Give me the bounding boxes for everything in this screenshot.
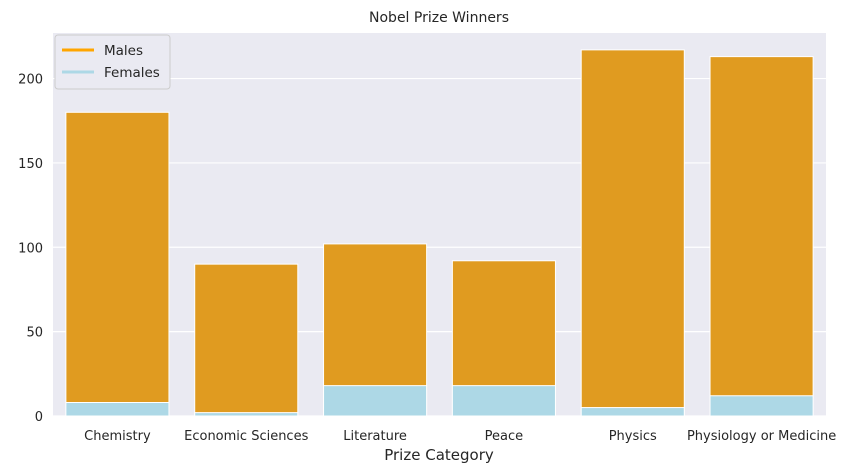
bar-females-1 [194,412,299,417]
y-tick-label: 50 [26,326,43,341]
x-tick-labels: Chemistry Economic Sciences Literature Peac… [84,429,836,444]
bar-females-0 [65,402,170,417]
bar-females-2 [323,385,428,417]
plot-area [53,33,826,416]
bar-females-5 [709,395,814,417]
y-tick-label: 100 [18,241,43,256]
bar-males-5 [709,56,814,417]
bar-females-4 [580,407,685,417]
legend-label-females: Females [104,65,160,81]
x-axis-label: Prize Category [384,446,494,464]
x-tick-label: Economic Sciences [184,429,308,444]
bar-females-3 [451,385,556,417]
y-tick-label: 150 [18,157,43,172]
x-tick-label: Physiology or Medicine [687,429,836,444]
y-tick-label: 200 [18,73,43,88]
y-tick-label: 0 [35,410,43,425]
bar-males-0 [65,111,170,417]
legend-label-males: Males [104,43,143,59]
bars [65,49,814,417]
x-tick-label: Chemistry [84,429,151,444]
y-tick-labels: 0 50 100 150 200 [18,73,43,425]
x-tick-label: Literature [343,429,407,444]
bar-males-1 [194,263,299,417]
bar-males-4 [580,49,685,417]
x-tick-label: Peace [485,429,524,444]
x-tick-label: Physics [609,429,657,444]
gridlines [53,77,826,417]
chart-title: Nobel Prize Winners [369,10,509,26]
legend: Males Females [54,34,171,90]
